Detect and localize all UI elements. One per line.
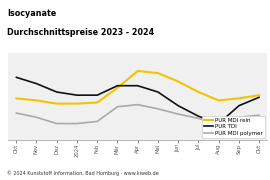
Text: Durchschnittspreise 2023 - 2024: Durchschnittspreise 2023 - 2024 xyxy=(7,28,154,37)
Text: © 2024 Kunststoff Information, Bad Homburg · www.kiweb.de: © 2024 Kunststoff Information, Bad Hombu… xyxy=(7,170,158,176)
Legend: PUR MDI rein, PUR TDI, PUR MDI polymer: PUR MDI rein, PUR TDI, PUR MDI polymer xyxy=(202,116,265,138)
Text: Isocyanate: Isocyanate xyxy=(7,9,56,18)
